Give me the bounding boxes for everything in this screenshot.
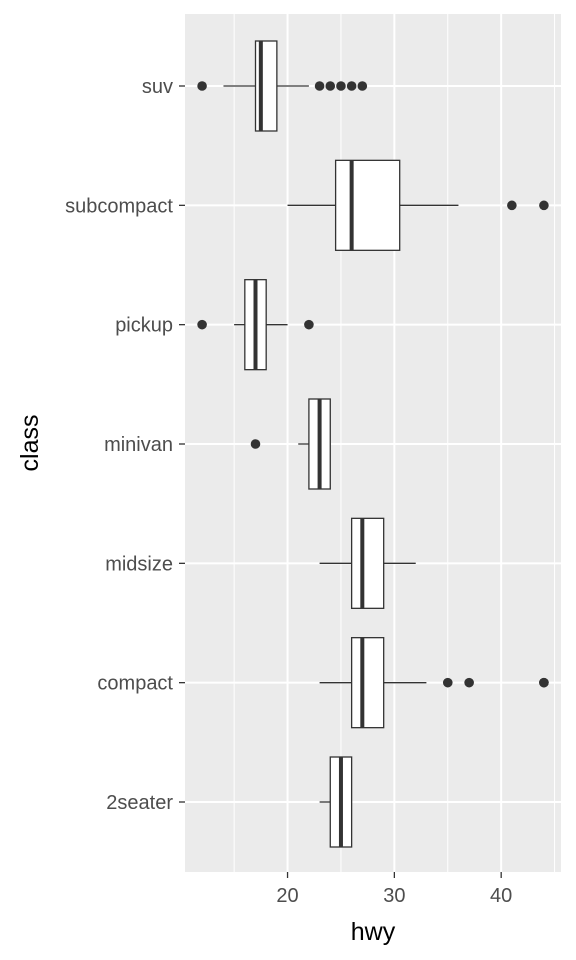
outlier-point — [507, 200, 517, 211]
outlier-point — [197, 319, 207, 330]
outlier-point — [442, 677, 453, 688]
outlier-point — [357, 81, 368, 91]
box-iqr — [350, 517, 385, 609]
y-tick-label: midsize — [105, 553, 173, 575]
box-iqr — [254, 40, 278, 132]
outlier-point — [346, 81, 357, 91]
box-iqr — [334, 159, 401, 251]
x-tick-label: 20 — [276, 885, 298, 907]
box-suv — [197, 40, 368, 132]
y-tick-label: suv — [142, 76, 173, 98]
outlier-point — [325, 81, 336, 91]
outlier-point — [250, 439, 261, 449]
x-tick-label: 30 — [383, 885, 405, 907]
y-tick-label: subcompact — [65, 195, 173, 217]
box-subcompact — [287, 159, 549, 251]
y-tick-label: minivan — [104, 434, 173, 456]
box-midsize — [319, 517, 416, 609]
outlier-point — [539, 200, 549, 211]
y-axis: 2seater compact midsize minivan pickup subcom… — [65, 76, 185, 814]
x-axis-title: hwy — [351, 918, 396, 946]
box-compact — [319, 637, 549, 729]
outlier-point — [539, 677, 549, 688]
outlier-point — [464, 677, 474, 688]
box-2seater — [319, 756, 353, 848]
x-axis: 20 30 40 — [276, 872, 512, 907]
outlier-point — [197, 81, 207, 91]
outlier-point — [336, 81, 346, 91]
y-axis-title: class — [16, 415, 44, 472]
box-iqr — [350, 637, 385, 729]
box-pickup — [197, 279, 314, 371]
x-tick-label: 40 — [490, 885, 512, 907]
boxes — [197, 40, 549, 848]
box-minivan — [250, 398, 331, 490]
y-tick-label: pickup — [115, 315, 173, 337]
outlier-point — [304, 319, 314, 330]
y-tick-label: compact — [97, 673, 173, 695]
outlier-point — [314, 81, 325, 91]
y-tick-label: 2seater — [106, 792, 173, 814]
